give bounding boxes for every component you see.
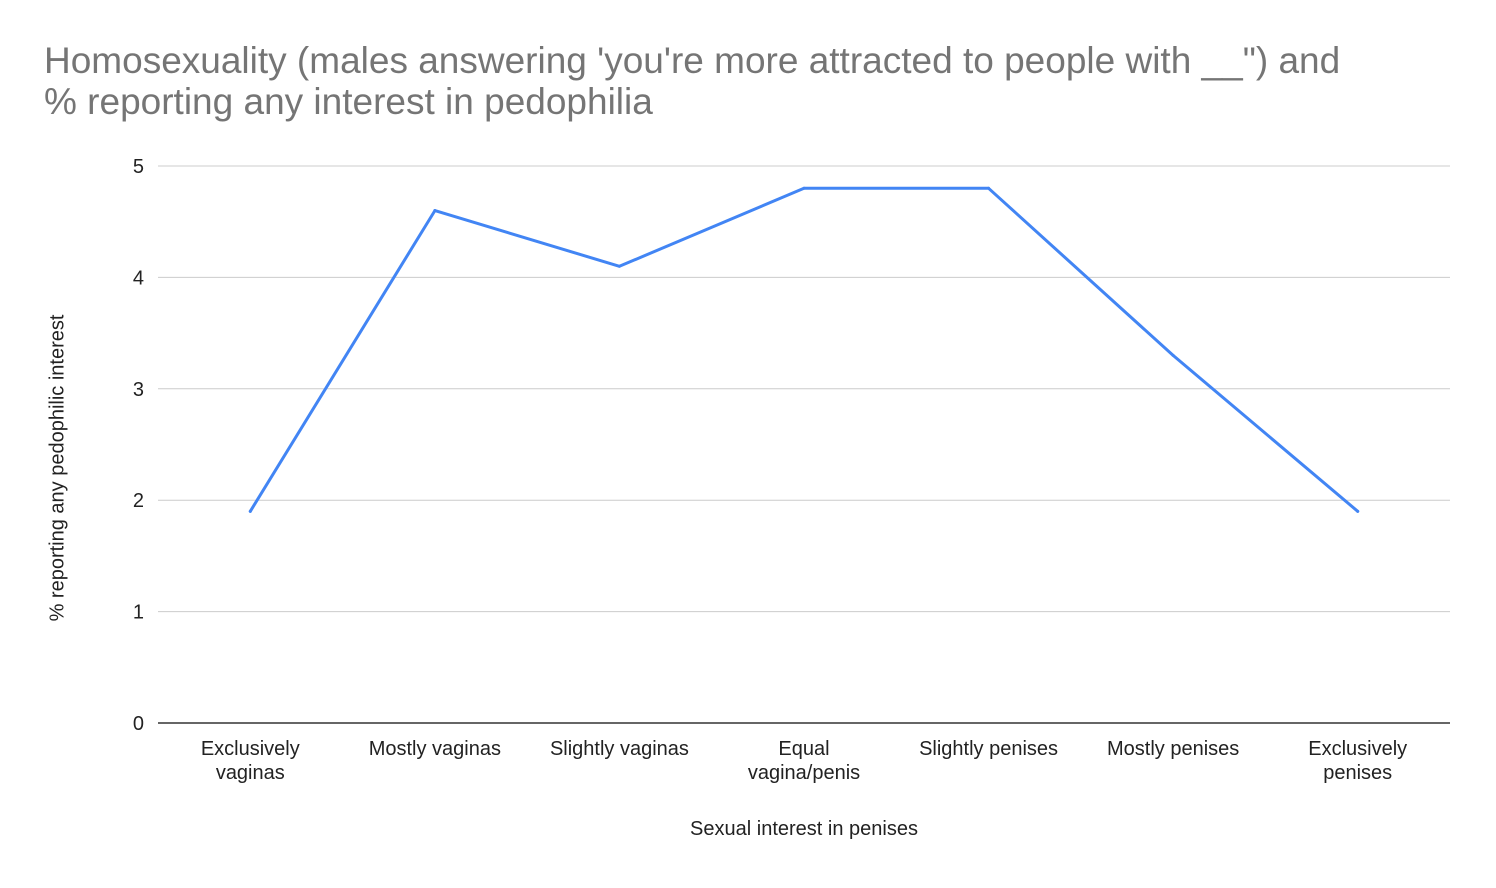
chart-title-line-1: Homosexuality (males answering 'you're m… bbox=[44, 40, 1341, 81]
x-axis-label: Sexual interest in penises bbox=[690, 818, 918, 840]
x-tick-label-line: vagina/penis bbox=[748, 762, 860, 784]
x-tick-label-line: penises bbox=[1323, 762, 1392, 784]
y-tick-label: 2 bbox=[133, 490, 144, 512]
data-point bbox=[433, 209, 437, 213]
x-tick-label-line: Slightly penises bbox=[919, 738, 1058, 760]
x-tick-label: Exclusively penises bbox=[1308, 738, 1407, 784]
x-tick-label-line: Mostly vaginas bbox=[369, 738, 501, 760]
y-tick-label: 0 bbox=[133, 713, 144, 735]
x-tick-label-line: Mostly penises bbox=[1107, 738, 1239, 760]
x-tick-label-line: vaginas bbox=[216, 762, 285, 784]
x-tick-label: Mostly penises bbox=[1107, 738, 1239, 760]
x-tick-label: Mostly vaginas bbox=[369, 738, 501, 760]
x-tick-label-line: Equal bbox=[778, 738, 829, 760]
data-point bbox=[248, 509, 252, 513]
y-tick-label: 5 bbox=[133, 156, 144, 178]
data-point bbox=[1356, 509, 1360, 513]
data-point bbox=[987, 186, 991, 190]
chart-title: Homosexuality (males answering 'you're m… bbox=[44, 40, 1464, 122]
y-tick-label: 4 bbox=[133, 267, 144, 289]
x-tick-label: Slightly vaginas bbox=[550, 738, 689, 760]
y-tick-label: 1 bbox=[133, 602, 144, 624]
data-point bbox=[1171, 353, 1175, 357]
x-tick-label: Slightly penises bbox=[919, 738, 1058, 760]
x-tick-label-line: Slightly vaginas bbox=[550, 738, 689, 760]
series-line bbox=[248, 186, 1360, 513]
data-point bbox=[617, 264, 621, 268]
chart-title-line-2: % reporting any interest in pedophilia bbox=[44, 81, 653, 122]
y-tick-label: 3 bbox=[133, 379, 144, 401]
x-tick-label-line: Exclusively bbox=[1308, 738, 1407, 760]
x-tick-label: Equal vagina/penis bbox=[748, 738, 860, 784]
data-point bbox=[802, 186, 806, 190]
x-tick-label: Exclusively vaginas bbox=[201, 738, 300, 784]
x-tick-label-line: Exclusively bbox=[201, 738, 300, 760]
